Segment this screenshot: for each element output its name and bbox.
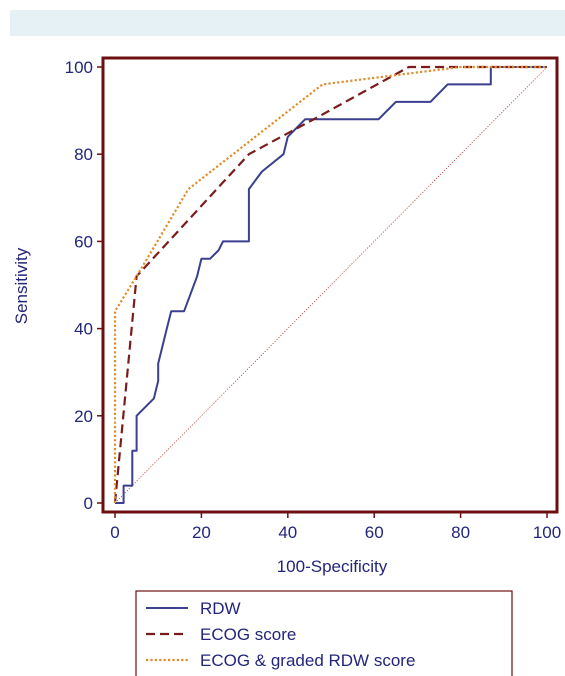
legend-label-1: RDW <box>200 599 241 618</box>
plot-border <box>101 56 559 514</box>
x-tick-label: 100 <box>533 523 561 542</box>
legend-label-3: ECOG & graded RDW score <box>200 651 415 670</box>
legend: RDW ECOG score ECOG & graded RDW score <box>135 590 513 676</box>
series-line-3 <box>113 65 547 503</box>
x-tick-label: 60 <box>365 523 384 542</box>
header-band <box>10 10 565 36</box>
plot-frame <box>101 56 559 514</box>
series-lines <box>113 65 547 504</box>
x-tick-label: 20 <box>192 523 211 542</box>
y-tick-label: 80 <box>74 145 93 164</box>
y-tick-label: 20 <box>74 407 93 426</box>
y-tick-label: 40 <box>74 320 93 339</box>
x-axis-title: 100-Specificity <box>277 557 388 576</box>
reference-diagonal <box>114 66 548 504</box>
y-tick-label: 100 <box>65 58 93 77</box>
x-tick-label: 40 <box>278 523 297 542</box>
y-tick-label: 60 <box>74 232 93 251</box>
legend-label-2: ECOG score <box>200 625 296 644</box>
diagonal-line <box>114 66 548 504</box>
y-axis-title: Sensitivity <box>12 247 31 324</box>
x-tick-label: 80 <box>451 523 470 542</box>
axis-ticks: 0 20 40 60 80 100 0 20 40 60 80 100 <box>65 58 562 542</box>
series-line-2 <box>113 65 547 504</box>
y-tick-label: 0 <box>84 494 93 513</box>
x-tick-label: 0 <box>110 523 119 542</box>
legend-box <box>135 590 513 676</box>
series-line-1 <box>115 66 547 504</box>
